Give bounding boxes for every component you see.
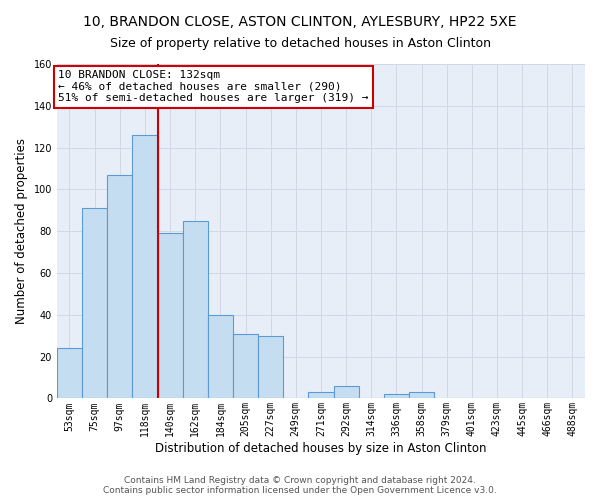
Bar (233, 334, 258, 398)
Bar (57, 348, 82, 399)
Bar (208, 315, 233, 398)
Text: Contains HM Land Registry data © Crown copyright and database right 2024.
Contai: Contains HM Land Registry data © Crown c… (103, 476, 497, 495)
Y-axis label: Number of detached properties: Number of detached properties (15, 138, 28, 324)
Bar (182, 221, 208, 398)
Bar (107, 175, 133, 398)
Bar (258, 336, 283, 398)
Text: 10, BRANDON CLOSE, ASTON CLINTON, AYLESBURY, HP22 5XE: 10, BRANDON CLOSE, ASTON CLINTON, AYLESB… (83, 15, 517, 29)
Bar (158, 234, 182, 398)
Text: Size of property relative to detached houses in Aston Clinton: Size of property relative to detached ho… (110, 38, 491, 51)
Bar (334, 386, 359, 398)
Bar (409, 392, 434, 398)
Text: 10 BRANDON CLOSE: 132sqm
← 46% of detached houses are smaller (290)
51% of semi-: 10 BRANDON CLOSE: 132sqm ← 46% of detach… (58, 70, 368, 104)
Bar (82, 208, 107, 398)
Bar (133, 135, 158, 398)
X-axis label: Distribution of detached houses by size in Aston Clinton: Distribution of detached houses by size … (155, 442, 487, 455)
Bar (384, 394, 409, 398)
Bar (308, 392, 334, 398)
